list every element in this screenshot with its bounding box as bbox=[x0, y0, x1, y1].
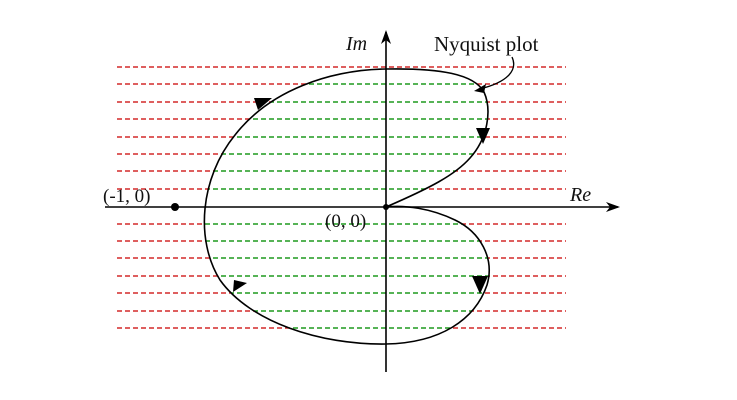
pointer-arrowhead bbox=[474, 84, 486, 93]
outside-region-hatching bbox=[117, 66, 566, 329]
nyquist-label-pointer bbox=[479, 56, 515, 90]
critical-point-label: (-1, 0) bbox=[103, 186, 150, 207]
origin-label: (0, 0) bbox=[325, 211, 366, 232]
arrow-lower-left bbox=[233, 280, 247, 292]
arrow-lower-right bbox=[472, 276, 488, 294]
critical-point-marker bbox=[171, 203, 179, 211]
im-axis-label: Im bbox=[345, 33, 367, 55]
arrow-upper-right bbox=[476, 128, 490, 144]
nyquist-plot-label: Nyquist plot bbox=[434, 32, 539, 56]
arrow-upper-left bbox=[254, 98, 272, 110]
nyquist-curve bbox=[203, 68, 490, 345]
inside-region-hatching bbox=[204, 82, 490, 330]
origin-marker bbox=[383, 204, 389, 210]
direction-arrows bbox=[233, 98, 490, 294]
re-axis-label: Re bbox=[569, 184, 591, 206]
